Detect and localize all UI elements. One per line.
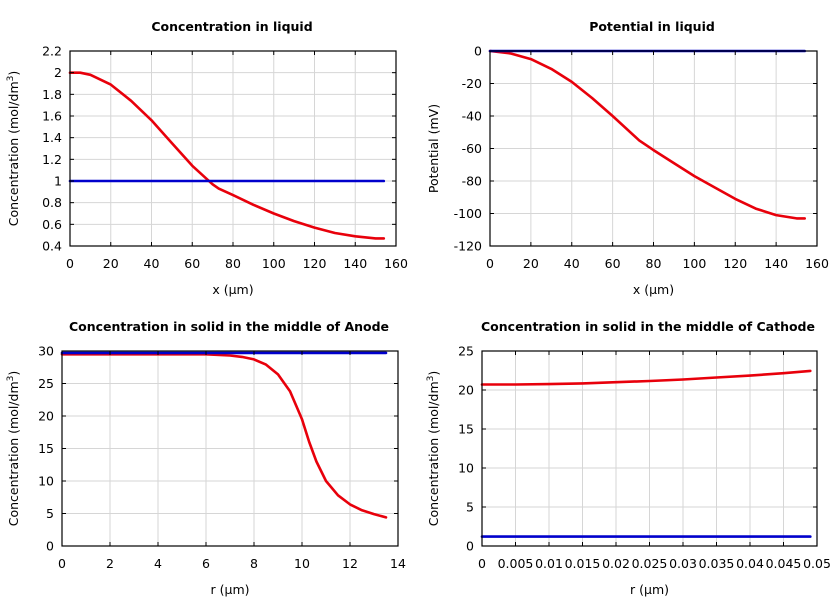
y-tick-label: 2.2 xyxy=(42,44,62,59)
chart-panel-3: Concentration in solid in the middle of … xyxy=(6,319,406,597)
x-tick-label: 0.01 xyxy=(535,556,563,571)
x-tick-label: 40 xyxy=(144,256,160,271)
x-tick-label: 0 xyxy=(66,256,74,271)
chart-panel-4: Concentration in solid in the middle of … xyxy=(426,319,831,597)
y-tick-label: 15 xyxy=(38,441,54,456)
chart-title: Potential in liquid xyxy=(589,19,715,34)
y-tick-label: 0.6 xyxy=(42,217,62,232)
y-axis-label-text: Concentration (mol/dm xyxy=(6,381,21,526)
y-axis-label-superscript: 3 xyxy=(6,376,16,382)
y-tick-label: -100 xyxy=(454,206,482,221)
y-tick-label: 1.2 xyxy=(42,152,62,167)
x-tick-label: 80 xyxy=(225,256,241,271)
x-tick-label: 12 xyxy=(342,556,358,571)
y-tick-label: 30 xyxy=(38,344,54,359)
x-tick-label: 0 xyxy=(478,556,486,571)
y-tick-label: -40 xyxy=(462,109,482,124)
y-tick-label: 0 xyxy=(466,539,474,554)
y-tick-label: 0.4 xyxy=(42,239,62,254)
x-tick-label: 0.03 xyxy=(669,556,697,571)
x-tick-label: 0.04 xyxy=(736,556,764,571)
x-tick-label: 0.005 xyxy=(498,556,534,571)
y-tick-label: -120 xyxy=(454,239,482,254)
y-axis-label-text: Potential (mV) xyxy=(426,104,441,193)
x-tick-label: 0.035 xyxy=(699,556,735,571)
y-axis-label-suffix: ) xyxy=(6,71,21,76)
y-tick-label: 1 xyxy=(54,174,62,189)
x-tick-label: 20 xyxy=(523,256,539,271)
y-tick-label: 1.8 xyxy=(42,87,62,102)
x-tick-label: 100 xyxy=(262,256,286,271)
x-tick-label: 6 xyxy=(202,556,210,571)
series-line-1 xyxy=(488,49,807,220)
y-tick-label: -20 xyxy=(462,76,482,91)
chart-title: Concentration in liquid xyxy=(151,19,312,34)
y-tick-label: -80 xyxy=(462,174,482,189)
x-tick-label: 0 xyxy=(58,556,66,571)
x-tick-label: 0.045 xyxy=(766,556,802,571)
y-axis-label: Concentration (mol/dm3) xyxy=(6,71,21,227)
x-tick-label: 80 xyxy=(646,256,662,271)
x-axis-label: r (μm) xyxy=(211,582,250,597)
x-tick-label: 14 xyxy=(390,556,406,571)
y-tick-label: 25 xyxy=(38,376,54,391)
series-line-1 xyxy=(68,71,386,240)
x-tick-label: 60 xyxy=(605,256,621,271)
x-tick-label: 10 xyxy=(294,556,310,571)
chart-panel-2: Potential in liquid 0 20 40 60 80 100 120 140 160… xyxy=(426,19,829,297)
y-axis-label-text: Concentration (mol/dm xyxy=(426,381,441,526)
x-tick-label: 0.015 xyxy=(565,556,601,571)
x-tick-label: 60 xyxy=(184,256,200,271)
chart-panel-1: Concentration in liquid 0 20 40 60 80 100 120 14… xyxy=(6,19,408,297)
chart-title: Concentration in solid in the middle of … xyxy=(481,319,815,334)
x-tick-label: 120 xyxy=(303,256,327,271)
x-tick-label: 0.05 xyxy=(803,556,831,571)
y-tick-label: 20 xyxy=(458,383,474,398)
y-axis-label-superscript: 3 xyxy=(426,376,436,382)
x-tick-label: 0.025 xyxy=(632,556,668,571)
y-tick-label: 10 xyxy=(38,474,54,489)
y-tick-label: 1.4 xyxy=(42,130,62,145)
y-tick-label: 15 xyxy=(458,422,474,437)
x-tick-label: 8 xyxy=(250,556,258,571)
x-tick-label: 0 xyxy=(486,256,494,271)
x-tick-label: 4 xyxy=(154,556,162,571)
x-tick-label: 20 xyxy=(103,256,119,271)
series-line-1 xyxy=(60,352,388,519)
y-axis-label-suffix: ) xyxy=(426,371,441,376)
x-tick-label: 140 xyxy=(343,256,367,271)
y-tick-label: 0.8 xyxy=(42,195,62,210)
y-tick-label: 10 xyxy=(458,461,474,476)
x-tick-label: 100 xyxy=(682,256,706,271)
y-tick-label: 5 xyxy=(46,506,54,521)
y-tick-label: 20 xyxy=(38,409,54,424)
y-axis-label-superscript: 3 xyxy=(6,76,16,82)
y-tick-label: -60 xyxy=(462,141,482,156)
y-axis-label-text: Concentration (mol/dm xyxy=(6,81,21,226)
y-axis-label: Potential (mV) xyxy=(426,104,441,193)
y-tick-label: 5 xyxy=(466,500,474,515)
x-axis-label: r (μm) xyxy=(630,582,669,597)
x-tick-label: 2 xyxy=(106,556,114,571)
y-axis-label: Concentration (mol/dm3) xyxy=(426,371,441,527)
x-axis-label: x (μm) xyxy=(212,282,253,297)
x-tick-label: 160 xyxy=(805,256,829,271)
x-tick-label: 120 xyxy=(723,256,747,271)
y-axis-label: Concentration (mol/dm3) xyxy=(6,371,21,527)
y-tick-label: 0 xyxy=(474,44,482,59)
series-line-1 xyxy=(480,369,812,386)
y-tick-label: 1.6 xyxy=(42,109,62,124)
x-tick-label: 40 xyxy=(564,256,580,271)
y-tick-label: 25 xyxy=(458,344,474,359)
chart-title: Concentration in solid in the middle of … xyxy=(69,319,389,334)
x-tick-label: 140 xyxy=(764,256,788,271)
y-tick-label: 2 xyxy=(54,65,62,80)
y-tick-label: 0 xyxy=(46,539,54,554)
y-axis-label-suffix: ) xyxy=(6,371,21,376)
x-tick-label: 160 xyxy=(384,256,408,271)
x-axis-label: x (μm) xyxy=(633,282,674,297)
x-tick-label: 0.02 xyxy=(602,556,630,571)
